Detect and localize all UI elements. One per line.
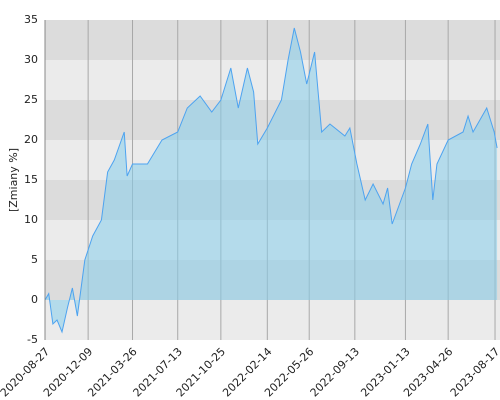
y-tick-label: 0 — [31, 293, 38, 306]
y-tick-label: -5 — [27, 333, 38, 346]
y-tick-label: 10 — [24, 213, 38, 226]
y-tick-label: 15 — [24, 173, 38, 186]
line — [44, 27, 498, 334]
y-tick-label: 35 — [24, 13, 38, 26]
x-tick-label: 2023-08-17 — [448, 345, 500, 399]
grid-band — [45, 300, 500, 340]
grid-band — [45, 60, 500, 100]
y-axis-label: [Zmiany %] — [7, 148, 20, 212]
y-tick-label: 5 — [31, 253, 38, 266]
x-tick-label: 2022-09-13 — [308, 345, 362, 399]
y-tick-label: 25 — [24, 93, 38, 106]
grid-band — [45, 20, 500, 60]
y-tick-label: 30 — [24, 53, 38, 66]
area-fill — [45, 28, 498, 332]
y-tick-label: 20 — [24, 133, 38, 146]
